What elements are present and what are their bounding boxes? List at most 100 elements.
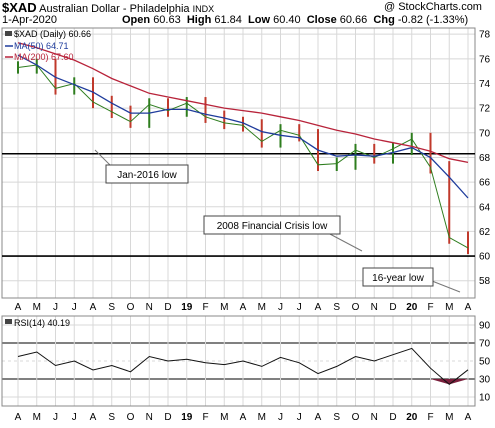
price-tick-label: 76 (479, 54, 491, 65)
x-tick-label-top: 20 (406, 302, 418, 313)
rsi-tick-label: 30 (479, 375, 491, 386)
ma50-legend-label: MA(50) 64.71 (14, 41, 69, 51)
x-tick-label-top: F (427, 302, 433, 313)
x-tick-label-bottom: O (127, 412, 135, 423)
annotation-jan2016-box (105, 164, 189, 184)
header-row-1: $XAD Australian Dollar - Philadelphia IN… (2, 0, 214, 15)
annotation-16-year-low: 16-year low (362, 267, 461, 293)
x-tick-label-top: D (389, 302, 396, 313)
price-tick-label: 72 (479, 104, 491, 115)
price-candles (17, 58, 469, 255)
x-tick-label-top: N (371, 302, 378, 313)
x-tick-label-bottom: A (465, 412, 472, 423)
low-label: Low (248, 14, 271, 26)
high-value: 61.84 (214, 14, 242, 26)
rsi-tick-label: 90 (479, 321, 491, 332)
price-tick-label: 66 (479, 178, 491, 189)
x-tick-label-top: M (445, 302, 453, 313)
x-tick-label-top: M (33, 302, 41, 313)
close-label: Close (306, 14, 337, 26)
x-tick-label-bottom: A (90, 412, 97, 423)
x-tick-label-bottom: A (15, 412, 22, 423)
x-axis-top: A M J J A S O N D 19 F M A M J J A S O N D 20 F M A (15, 302, 472, 313)
x-tick-label-top: J (72, 302, 77, 313)
x-tick-label-bottom: D (389, 412, 396, 423)
x-tick-label-top: F (202, 302, 208, 313)
date: 1-Apr-2020 (2, 14, 58, 26)
chg-label: Chg (373, 14, 395, 26)
x-tick-label-top: A (240, 302, 247, 313)
price-tick-label: 74 (479, 79, 491, 90)
x-tick-label-bottom: J (72, 412, 77, 423)
price-legend-swatch (5, 31, 12, 36)
rsi-tick-label: 50 (479, 357, 491, 368)
price-panel-frame (1, 27, 476, 299)
x-tick-label-top: M (220, 302, 228, 313)
rsi-tick-label: 10 (479, 393, 491, 404)
annotation-crisis2008: 2008 Financial Crisis low (203, 215, 363, 252)
open-value: 60.63 (153, 14, 181, 26)
close-value: 60.66 (339, 14, 368, 26)
annotation-jan2016: Jan-2016 low (94, 149, 189, 184)
x-tick-label-bottom: M (33, 412, 41, 423)
price-tick-label: 62 (479, 227, 491, 238)
x-tick-label-bottom: F (202, 412, 208, 423)
rsi-panel-frame (1, 315, 476, 407)
support-lines (2, 152, 475, 257)
x-tick-label-bottom: J (278, 412, 283, 423)
x-tick-label-top: D (164, 302, 171, 313)
x-tick-label-top: A (315, 302, 322, 313)
x-tick-label-top: A (90, 302, 97, 313)
x-tick-label-bottom: J (53, 412, 58, 423)
ma50-line (17, 54, 469, 199)
x-tick-label-bottom: 20 (406, 412, 418, 423)
x-tick-label-bottom: N (371, 412, 378, 423)
price-tick-label: 58 (479, 276, 491, 287)
price-tick-label: 64 (479, 202, 491, 213)
x-tick-label-top: S (108, 302, 115, 313)
rsi-line (17, 347, 469, 386)
x-tick-label-bottom: M (445, 412, 453, 423)
annotation-16-year-low-box (362, 267, 434, 287)
price-tick-label: 60 (479, 252, 491, 263)
x-tick-label-top: A (15, 302, 22, 313)
x-tick-label-bottom: M (220, 412, 228, 423)
x-tick-label-bottom: F (427, 412, 433, 423)
x-tick-label-top: O (352, 302, 360, 313)
rsi-axis: 90 70 50 30 10 (479, 321, 491, 404)
rsi-tick-label: 70 (479, 339, 491, 350)
header-row-2: 1-Apr-2020 (2, 14, 57, 26)
ma200-legend-label: MA(200) 67.60 (14, 52, 74, 62)
price-axis: 78 76 74 72 70 68 66 64 62 60 58 (479, 30, 491, 288)
price-grid (2, 28, 475, 298)
high-label: High (186, 14, 212, 26)
exchange: INDX (192, 4, 215, 14)
low-value: 60.40 (273, 14, 301, 26)
x-axis-bottom: A M J J A S O N D 19 F M A M J J A S O N D 20 F M A (15, 412, 472, 423)
price-tick-label: 68 (479, 153, 491, 164)
rsi-oversold-fill (430, 379, 468, 385)
copyright: @ StockCharts.com (384, 1, 482, 13)
symbol: $XAD (2, 0, 37, 15)
price-tick-label: 78 (479, 30, 491, 41)
x-tick-label-bottom: J (297, 412, 302, 423)
x-tick-label-bottom: N (146, 412, 153, 423)
price-line (17, 64, 469, 249)
annotation-crisis2008-label: 2008 Financial Crisis low (217, 221, 328, 232)
rsi-legend-label: RSI(14) 40.19 (14, 318, 70, 328)
x-tick-label-bottom: O (352, 412, 360, 423)
x-tick-label-bottom: D (164, 412, 171, 423)
instrument-name: Australian Dollar - Philadelphia (39, 3, 190, 15)
chg-value: -0.82 (-1.33%) (397, 14, 469, 26)
price-legend: $XAD (Daily) 60.66 MA(50) 64.71 MA(200) … (5, 29, 91, 62)
x-tick-label-top: O (127, 302, 135, 313)
ohlc-stats: Open 60.63 High 61.84 Low 60.40 Close 60… (122, 14, 468, 26)
price-legend-label: $XAD (Daily) 60.66 (14, 29, 91, 39)
x-tick-label-bottom: A (240, 412, 247, 423)
x-tick-label-top: A (465, 302, 472, 313)
x-tick-label-top: J (278, 302, 283, 313)
x-tick-label-bottom: S (108, 412, 115, 423)
rsi-legend-swatch (5, 319, 12, 324)
x-tick-label-bottom: M (258, 412, 266, 423)
x-tick-label-bottom: 19 (181, 412, 193, 423)
